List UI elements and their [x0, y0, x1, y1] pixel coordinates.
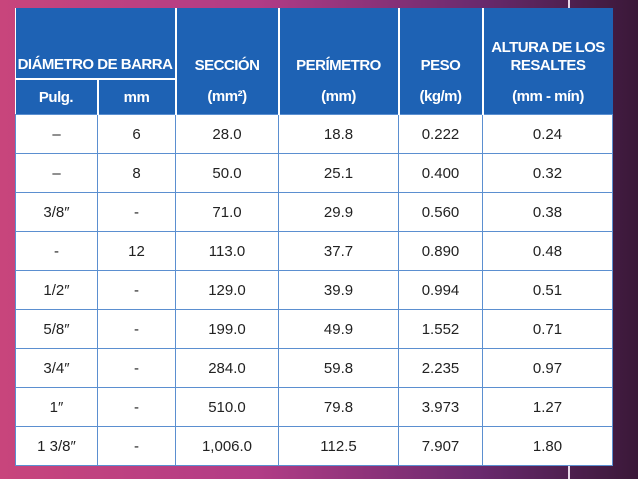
group-header: DIÁMETRO DE BARRA: [15, 8, 176, 80]
cell: 510.0: [175, 387, 279, 427]
data-row: 5/8″ -199.0 49.9 1.552 0.71: [15, 309, 613, 349]
cell: 0.994: [398, 270, 483, 310]
data-row: 1 3/8″ -1,006.0 112.5 7.907 1.80: [15, 426, 613, 466]
column-unit: (mm): [277, 79, 399, 115]
cell: 113.0: [175, 231, 279, 271]
cell: 28.0: [175, 114, 279, 154]
column-header: SECCIÓN: [174, 8, 279, 79]
cell: -: [97, 192, 176, 232]
cell: 5/8″: [15, 309, 98, 349]
cell: 25.1: [278, 153, 399, 193]
cell: 0.97: [482, 348, 613, 388]
column-unit: (kg/m): [397, 79, 483, 115]
cell: 7.907: [398, 426, 483, 466]
data-row: 1/2″ -129.0 39.9 0.994 0.51: [15, 270, 613, 310]
cell: 49.9: [278, 309, 399, 349]
cell: 8: [97, 153, 176, 193]
cell: 0.222: [398, 114, 483, 154]
cell: 1,006.0: [175, 426, 279, 466]
header-row: DIÁMETRO DE BARRA SECCIÓN PERÍMETRO PESO ALT…: [15, 8, 613, 80]
cell: -: [97, 387, 176, 427]
cell: 1.552: [398, 309, 483, 349]
cell: 3/8″: [15, 192, 98, 232]
cell: 59.8: [278, 348, 399, 388]
sub-header: Pulg.: [15, 79, 98, 115]
cell: 129.0: [175, 270, 279, 310]
cell: 18.8: [278, 114, 399, 154]
data-row: 1″ -510.0 79.8 3.973 1.27: [15, 387, 613, 427]
cell: 0.48: [482, 231, 613, 271]
cell: 0.32: [482, 153, 613, 193]
cell: 0.890: [398, 231, 483, 271]
cell: -: [97, 348, 176, 388]
cell: –: [15, 114, 98, 154]
cell: 0.24: [482, 114, 613, 154]
cell: 1 3/8″: [15, 426, 98, 466]
cell: 37.7: [278, 231, 399, 271]
cell: 1/2″: [15, 270, 98, 310]
cell: 199.0: [175, 309, 279, 349]
cell: 0.560: [398, 192, 483, 232]
cell: 1.27: [482, 387, 613, 427]
cell: 2.235: [398, 348, 483, 388]
cell: 6: [97, 114, 176, 154]
column-unit: (mm²): [174, 79, 279, 115]
cell: 284.0: [175, 348, 279, 388]
cell: 29.9: [278, 192, 399, 232]
cell: 79.8: [278, 387, 399, 427]
data-row: –6 28.0 18.8 0.222 0.24: [15, 114, 613, 154]
data-row: –8 50.0 25.1 0.400 0.32: [15, 153, 613, 193]
cell: 1.80: [482, 426, 613, 466]
cell: 0.71: [482, 309, 613, 349]
cell: 71.0: [175, 192, 279, 232]
cell: 3/4″: [15, 348, 98, 388]
cell: 50.0: [175, 153, 279, 193]
column-header: PERÍMETRO: [277, 8, 399, 79]
cell: –: [15, 153, 98, 193]
cell: -: [97, 426, 176, 466]
data-row: -12 113.0 37.7 0.890 0.48: [15, 231, 613, 271]
cell: 39.9: [278, 270, 399, 310]
data-row: 3/8″ -71.0 29.9 0.560 0.38: [15, 192, 613, 232]
cell: 3.973: [398, 387, 483, 427]
cell: 0.51: [482, 270, 613, 310]
column-header: ALTURA DE LOS RESALTES: [481, 8, 613, 79]
cell: -: [97, 309, 176, 349]
data-row: 3/4″ -284.0 59.8 2.235 0.97: [15, 348, 613, 388]
cell: 0.38: [482, 192, 613, 232]
cell: 0.400: [398, 153, 483, 193]
column-header: PESO: [397, 8, 483, 79]
cell: 12: [97, 231, 176, 271]
cell: 1″: [15, 387, 98, 427]
sub-header: mm: [96, 79, 176, 115]
cell: -: [97, 270, 176, 310]
rebar-table: DIÁMETRO DE BARRA SECCIÓN PERÍMETRO PESO ALT…: [15, 8, 613, 466]
column-unit: (mm - mín): [481, 79, 613, 115]
header-row: Pulg. mm (mm²) (mm) (kg/m) (mm - mín): [15, 79, 613, 115]
cell: 112.5: [278, 426, 399, 466]
cell: -: [15, 231, 98, 271]
